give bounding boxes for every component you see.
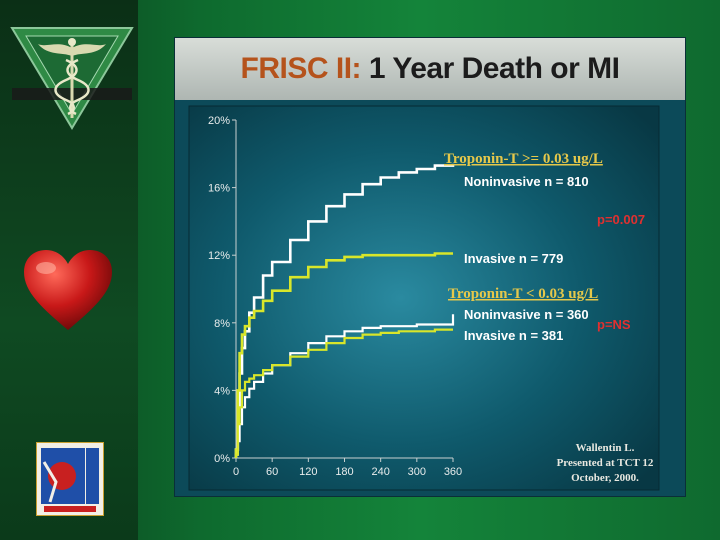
heading-low-troponin: Troponin-T < 0.03 ug/L <box>448 286 598 302</box>
citation-line-1: Wallentin L. <box>576 442 635 454</box>
x-tick-label: 0 <box>233 466 239 478</box>
x-tick-label: 360 <box>444 466 462 478</box>
citation-line-3: October, 2000. <box>571 472 639 484</box>
title-bar: FRISC II: 1 Year Death or MI <box>175 38 685 100</box>
x-tick-label: 120 <box>299 466 317 478</box>
x-tick-label: 240 <box>371 466 389 478</box>
y-tick-label: 0% <box>214 453 230 465</box>
chart-title: FRISC II: 1 Year Death or MI <box>175 52 685 86</box>
series-label-noninvasive-810: Noninvasive n = 810 <box>464 174 589 189</box>
series-label-noninvasive-360: Noninvasive n = 360 <box>464 307 589 322</box>
cardiovascular-group-logo <box>36 442 104 516</box>
p-value-low: p=NS <box>597 317 631 332</box>
y-tick-label: 20% <box>208 115 230 127</box>
y-tick-label: 12% <box>208 250 230 262</box>
x-tick-label: 60 <box>266 466 278 478</box>
chart-title-prefix: FRISC II: <box>240 52 362 85</box>
citation: Wallentin L. Presented at TCT 12 October… <box>557 442 654 484</box>
caduceus-icon <box>10 27 134 130</box>
chart-title-main: 1 Year Death or MI <box>361 52 620 85</box>
x-tick-label: 300 <box>408 466 426 478</box>
y-tick-label: 8% <box>214 318 230 330</box>
x-tick-label: 180 <box>335 466 353 478</box>
heading-high-troponin: Troponin-T >= 0.03 ug/L <box>444 151 603 167</box>
p-value-high: p=0.007 <box>597 212 645 227</box>
y-tick-label: 16% <box>208 183 230 195</box>
series-line-high-1 <box>234 252 453 458</box>
series-line-high-0 <box>234 163 455 458</box>
survival-chart: 0% 4% 8% 12% 16% 20% 0 60 120 180 240 300 360 Tropo… <box>175 100 685 496</box>
y-tick-label: 4% <box>214 385 230 397</box>
series-label-invasive-381: Invasive n = 381 <box>464 328 563 343</box>
chart-slide: FRISC II: 1 Year Death or MI 0% 4% 8% 12% 16… <box>174 37 686 497</box>
heart-icon <box>24 250 112 330</box>
citation-line-2: Presented at TCT 12 <box>557 457 654 469</box>
series-label-invasive-779: Invasive n = 779 <box>464 251 563 266</box>
series-line-low-3 <box>234 328 453 458</box>
